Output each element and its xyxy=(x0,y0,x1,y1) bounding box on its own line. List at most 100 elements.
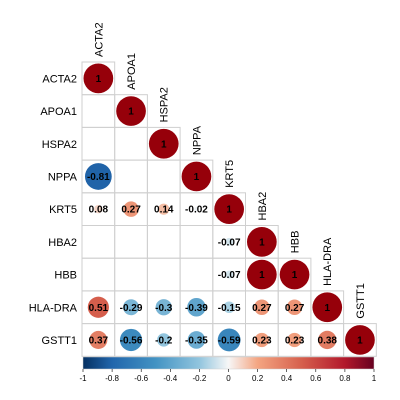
row-label: APOA1 xyxy=(40,106,77,118)
corr-value: -0.3 xyxy=(155,303,173,314)
corr-circle xyxy=(89,330,108,349)
colorbar-tick-label: 0.4 xyxy=(281,374,293,383)
column-label: ACTA2 xyxy=(93,22,105,57)
row-label: HSPA2 xyxy=(42,139,77,151)
corr-circle xyxy=(247,259,277,290)
corr-circle xyxy=(214,194,244,224)
corr-circle xyxy=(194,207,199,212)
colorbar-tick-label: -0.2 xyxy=(193,374,207,383)
corr-value: 1 xyxy=(259,270,265,281)
corr-circle xyxy=(312,292,343,323)
corr-circle xyxy=(84,163,112,190)
corr-circle xyxy=(225,237,234,246)
column-label: GSTT1 xyxy=(355,283,367,318)
colorbar-tick-label: -0.6 xyxy=(134,374,148,383)
corr-value: -0.29 xyxy=(120,303,143,314)
corr-circle xyxy=(286,299,303,315)
grid-cell xyxy=(179,257,214,292)
corr-value: 0.08 xyxy=(89,205,109,216)
corr-value: -0.35 xyxy=(185,335,208,346)
corr-value: -0.81 xyxy=(87,172,110,183)
corr-value: -0.2 xyxy=(155,335,173,346)
corr-circle xyxy=(87,296,109,318)
colorbar-tick-label: -0.4 xyxy=(163,374,177,383)
grid-cell xyxy=(114,159,148,194)
corr-circle xyxy=(181,161,212,192)
corr-circle xyxy=(345,325,375,355)
corr-circle xyxy=(119,328,143,352)
grid-cell xyxy=(81,225,116,259)
grid-cell xyxy=(81,94,116,128)
grid-lines xyxy=(81,61,377,357)
grid-cell xyxy=(146,159,181,194)
axis-labels: ACTA2 APOA1 HSPA2 NPPA KRT5 HBA2 HBB HLA-DRA GST… xyxy=(29,22,367,347)
corr-circle xyxy=(123,299,140,316)
grid-cell xyxy=(146,225,181,259)
corr-circle xyxy=(225,270,234,279)
grid-cell xyxy=(114,257,148,292)
corr-value: 1 xyxy=(128,107,134,118)
grid-cell xyxy=(81,257,116,292)
corr-circle xyxy=(94,204,103,214)
corr-value: 0.27 xyxy=(252,303,272,314)
corr-circle xyxy=(123,201,139,217)
corr-circle xyxy=(318,330,337,350)
corr-circle xyxy=(158,203,170,215)
corr-circle xyxy=(279,259,310,290)
corr-circle xyxy=(187,297,206,317)
row-label: HBA2 xyxy=(48,237,77,249)
corr-value: 0.23 xyxy=(285,335,305,346)
corr-value: -0.07 xyxy=(218,270,241,281)
corr-value: 1 xyxy=(96,74,102,85)
corr-value: 0.23 xyxy=(252,335,272,346)
colorbar-tick-label: 1 xyxy=(372,374,377,383)
grid-cell xyxy=(179,225,214,259)
corr-value: -0.56 xyxy=(120,335,143,346)
corr-circle xyxy=(187,331,206,349)
column-label: HBB xyxy=(290,231,302,254)
grid-cell xyxy=(146,257,181,292)
corr-value: 1 xyxy=(324,303,330,314)
corr-circle xyxy=(287,332,302,348)
colorbar-tick-label: 0.2 xyxy=(252,374,264,383)
corr-value: -0.39 xyxy=(185,303,208,314)
column-label: APOA1 xyxy=(126,53,138,90)
row-label: HLA-DRA xyxy=(29,302,78,314)
row-label: HBB xyxy=(54,270,77,282)
colorbar-tick-label: 0 xyxy=(226,374,231,383)
column-label: HBA2 xyxy=(257,192,269,221)
column-label: NPPA xyxy=(191,125,203,155)
corr-value: 0.27 xyxy=(285,303,305,314)
colorbar: -1 -0.8 -0.6 -0.4 -0.2 0 0.2 0.4 0.6 0.8 1 xyxy=(79,356,377,383)
corr-value: 0.14 xyxy=(154,205,174,216)
column-label: HLA-DRA xyxy=(322,237,334,286)
corr-circle xyxy=(254,332,269,348)
column-label: KRT5 xyxy=(224,160,236,188)
corr-value: 0.51 xyxy=(89,303,109,314)
corr-value: 1 xyxy=(194,172,200,183)
corr-value: 0.38 xyxy=(318,335,338,346)
grid-cell xyxy=(343,323,377,357)
corr-value: 0.27 xyxy=(121,205,141,216)
corr-circle xyxy=(155,299,172,316)
colorbar-tick-label: 0.8 xyxy=(339,374,351,383)
colorbar-tick-label: 0.6 xyxy=(310,374,322,383)
corr-value: 1 xyxy=(259,237,265,248)
grid-cell xyxy=(81,126,116,161)
corr-value: -0.15 xyxy=(218,303,241,314)
row-label: GSTT1 xyxy=(42,335,77,347)
corr-circle xyxy=(223,301,235,314)
corr-value: 1 xyxy=(357,335,363,346)
corr-value: -0.07 xyxy=(218,237,241,248)
colorbar-gradient xyxy=(82,356,375,370)
corr-circle xyxy=(157,333,171,347)
colorbar-tick-label: -0.8 xyxy=(105,374,119,383)
row-label: NPPA xyxy=(48,171,78,183)
column-label: HSPA2 xyxy=(159,87,171,122)
corr-circle xyxy=(217,328,241,352)
corr-value: 0.37 xyxy=(89,335,109,346)
corr-circle xyxy=(247,227,277,257)
row-label: KRT5 xyxy=(49,204,77,216)
corr-circle xyxy=(116,96,146,126)
